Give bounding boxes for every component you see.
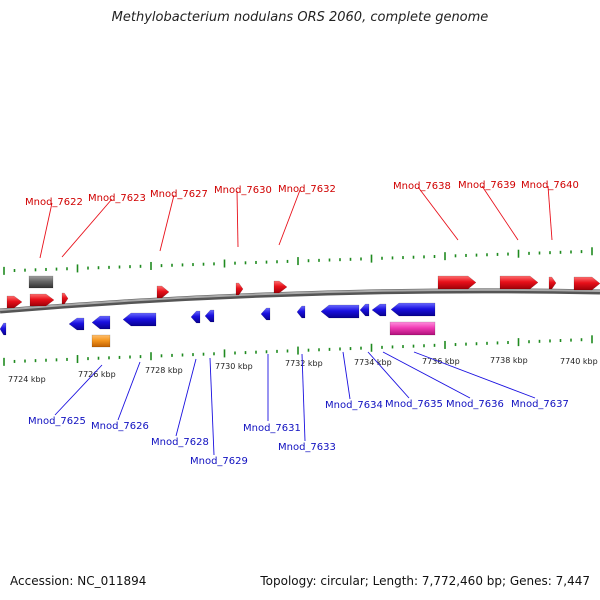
forward-gene-arrow[interactable] [499,275,539,290]
reverse-gene-arrow[interactable] [260,307,271,321]
kbp-scale-label: 7740 kbp [560,357,598,366]
kbp-scale-label: 7734 kbp [354,358,392,367]
reverse-gene-leader-line [175,358,197,437]
genome-title: Methylobacterium nodulans ORS 2060, comp… [111,10,489,25]
forward-gene-label[interactable]: Mnod_7638 [393,181,451,192]
forward-gene-arrow[interactable] [61,292,69,305]
reverse-gene-label[interactable]: Mnod_7634 [325,400,383,411]
forward-gene-leader-line [159,194,175,252]
reverse-gene-label[interactable]: Mnod_7635 [385,399,443,410]
reverse-gene-label[interactable]: Mnod_7636 [446,399,504,410]
gray-feature-block[interactable] [28,275,54,289]
forward-gene-leader-line [39,202,53,259]
kbp-scale-label: 7728 kbp [145,366,183,375]
forward-gene-leader-line [417,186,459,241]
forward-gene-label[interactable]: Mnod_7632 [278,184,336,195]
reverse-gene-leader-line [413,351,536,399]
forward-gene-arrow[interactable] [6,295,23,309]
kbp-scale-label: 7738 kbp [490,356,528,365]
kbp-scale-label: 7732 kbp [285,359,323,368]
forward-gene-label[interactable]: Mnod_7623 [88,193,146,204]
orange-feature-block[interactable] [91,334,111,348]
kbp-scale-label: 7730 kbp [215,362,253,371]
reverse-gene-arrow[interactable] [359,303,370,317]
reverse-gene-arrow[interactable] [0,322,7,336]
reverse-gene-arrow[interactable] [91,315,111,330]
forward-gene-arrow[interactable] [273,280,288,294]
forward-gene-arrow[interactable] [573,276,600,291]
genome-backbone [0,288,600,314]
reverse-gene-arrow[interactable] [68,317,85,331]
reverse-gene-label[interactable]: Mnod_7629 [190,456,248,467]
forward-gene-arrow[interactable] [437,275,477,290]
forward-gene-label[interactable]: Mnod_7630 [214,185,272,196]
forward-gene-leader-line [61,198,113,258]
reverse-gene-label[interactable]: Mnod_7633 [278,442,336,453]
reverse-gene-arrow[interactable] [371,303,387,317]
kbp-scale-label: 7736 kbp [422,357,460,366]
reverse-gene-label[interactable]: Mnod_7637 [511,399,569,410]
forward-gene-arrow[interactable] [29,293,55,307]
reverse-gene-label[interactable]: Mnod_7631 [243,423,301,434]
kbp-scale-label: 7726 kbp [78,370,116,379]
forward-gene-arrow[interactable] [156,285,170,299]
reverse-gene-label[interactable]: Mnod_7628 [151,437,209,448]
reverse-gene-arrow[interactable] [204,309,215,323]
pink-feature-block[interactable] [389,321,436,336]
forward-gene-label[interactable]: Mnod_7640 [521,180,579,191]
reverse-gene-arrow[interactable] [122,312,157,327]
kbp-scale-label: 7724 kbp [8,375,46,384]
reverse-gene-arrow[interactable] [296,305,306,319]
reverse-gene-leader-line [209,357,215,456]
forward-gene-leader-line [481,185,519,241]
accession-label: Accession: NC_011894 [10,574,147,588]
forward-gene-arrow[interactable] [548,276,557,290]
reverse-gene-arrow[interactable] [190,310,201,324]
reverse-gene-label[interactable]: Mnod_7626 [91,421,149,432]
forward-gene-label[interactable]: Mnod_7639 [458,180,516,191]
reverse-gene-arrow[interactable] [390,302,436,317]
reverse-gene-leader-line [301,353,306,442]
forward-gene-label[interactable]: Mnod_7627 [150,189,208,200]
forward-gene-leader-line [278,189,301,246]
forward-gene-leader-line [547,185,553,241]
genome-backbone-highlight [0,288,600,311]
reverse-gene-leader-line [54,364,103,416]
reverse-gene-leader-line [342,351,351,400]
reverse-gene-leader-line [117,361,141,421]
reverse-gene-label[interactable]: Mnod_7625 [28,416,86,427]
forward-gene-leader-line [236,190,239,248]
forward-gene-arrow[interactable] [235,282,244,296]
reverse-gene-arrow[interactable] [320,304,360,319]
reverse-gene-leader-line [382,351,471,399]
reverse-gene-leader-line [367,351,410,399]
genome-stats-label: Topology: circular; Length: 7,772,460 bp… [260,574,590,588]
forward-gene-label[interactable]: Mnod_7622 [25,197,83,208]
